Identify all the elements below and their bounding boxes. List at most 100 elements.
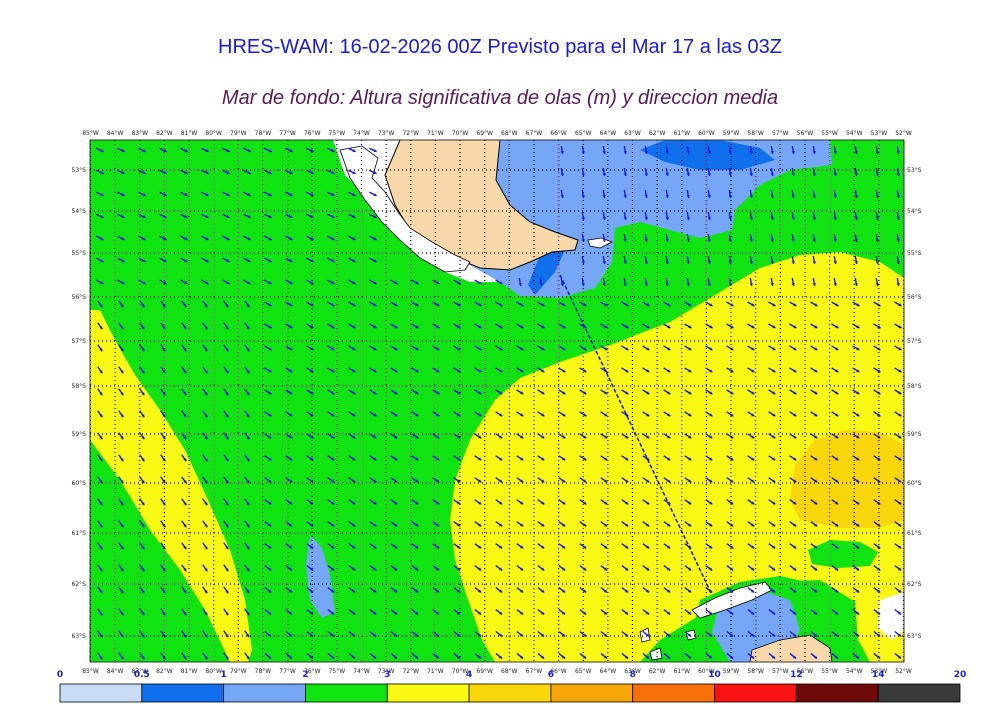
direction-arrow-head <box>121 193 125 197</box>
direction-arrow-head <box>330 611 335 615</box>
direction-arrow-head <box>835 303 839 307</box>
direction-arrow-head <box>247 171 251 175</box>
direction-arrow-head <box>331 545 335 549</box>
direction-arrow-head <box>225 392 229 396</box>
direction-arrow-head <box>561 655 566 659</box>
lon-label-top: 57°W <box>772 130 789 137</box>
direction-arrow-head <box>770 238 774 242</box>
direction-arrow-head <box>477 655 482 659</box>
lon-label-bottom: 77°W <box>279 668 296 675</box>
direction-arrow-head <box>898 413 902 417</box>
direction-arrow-head <box>393 633 398 637</box>
colorbar-swatch <box>795 683 879 703</box>
lon-label-bottom: 64°W <box>600 668 617 675</box>
direction-arrow-head <box>833 194 837 198</box>
direction-arrow-head <box>141 634 145 638</box>
direction-arrow-head <box>688 413 692 417</box>
direction-arrow-head <box>394 303 398 307</box>
direction-arrow-head <box>498 655 503 659</box>
direction-arrow-head <box>707 194 711 198</box>
direction-arrow-head <box>604 457 608 461</box>
map-frame <box>89 139 905 663</box>
direction-arrow-head <box>751 391 755 395</box>
field-05-1m-north <box>640 140 775 170</box>
colorbar-label: 4 <box>466 670 472 680</box>
direction-arrow-head <box>687 633 692 637</box>
direction-arrow-head <box>331 347 335 351</box>
direction-arrow-head <box>289 347 293 351</box>
direction-arrow-head <box>624 655 629 659</box>
direction-arrow-head <box>373 457 377 461</box>
direction-arrow-head <box>289 523 293 527</box>
direction-arrow-head <box>625 303 629 307</box>
direction-arrow-head <box>141 436 145 440</box>
colorbar-label: 3 <box>384 670 390 680</box>
direction-arrow-head <box>770 282 774 286</box>
direction-arrow-head <box>646 501 650 505</box>
lon-label-top: 84°W <box>107 130 124 137</box>
direction-arrow-head <box>246 436 250 440</box>
direction-arrow-head <box>877 457 881 461</box>
lon-label-top: 54°W <box>846 130 863 137</box>
direction-arrow-head <box>457 281 461 285</box>
direction-arrow-head <box>877 413 881 417</box>
direction-arrow-head <box>478 523 482 527</box>
direction-arrow-head <box>142 237 146 241</box>
direction-arrow-head <box>562 347 566 351</box>
direction-arrow-head <box>770 260 774 264</box>
direction-arrow-head <box>835 457 839 461</box>
direction-arrow-head <box>688 567 692 571</box>
direction-arrow-head <box>625 457 629 461</box>
direction-arrow-head <box>604 325 608 329</box>
direction-arrow-head <box>519 655 524 659</box>
direction-arrow-head <box>246 480 250 484</box>
direction-arrow-head <box>582 589 587 593</box>
direction-arrow-head <box>478 545 482 549</box>
direction-arrow-head <box>163 193 167 197</box>
direction-arrow-head <box>415 501 419 505</box>
direction-arrow-head <box>644 282 648 286</box>
direction-arrow-head <box>373 567 377 571</box>
direction-arrow-head <box>833 172 837 176</box>
direction-arrow-head <box>541 435 545 439</box>
direction-arrow-head <box>331 193 335 197</box>
direction-arrow-head <box>457 457 461 461</box>
direction-arrow-head <box>751 545 755 549</box>
direction-arrow-head <box>225 348 229 352</box>
direction-arrow-head <box>793 413 797 417</box>
colorbar-label: 12 <box>790 670 803 680</box>
direction-arrow-head <box>456 611 461 615</box>
direction-arrow-head <box>561 633 566 637</box>
direction-arrow-head <box>120 304 124 308</box>
direction-arrow-head <box>373 215 377 219</box>
direction-arrow-head <box>436 545 440 549</box>
direction-arrow-head <box>331 259 335 263</box>
direction-arrow-head <box>730 391 734 395</box>
direction-arrow-head <box>645 633 650 637</box>
direction-arrow-head <box>749 282 753 286</box>
direction-arrow-head <box>708 633 713 637</box>
direction-arrow-head <box>896 260 900 264</box>
direction-arrow-head <box>667 501 671 505</box>
direction-arrow-head <box>268 237 272 241</box>
direction-arrow-head <box>876 655 881 659</box>
direction-arrow-head <box>436 347 440 351</box>
direction-arrow-head <box>309 589 314 593</box>
direction-arrow-head <box>121 281 125 285</box>
direction-arrow-head <box>141 480 145 484</box>
direction-arrow-head <box>373 413 377 417</box>
direction-arrow-head <box>877 303 881 307</box>
direction-arrow-head <box>624 589 629 593</box>
direction-arrow-head <box>184 281 188 285</box>
direction-arrow-head <box>183 568 187 572</box>
direction-arrow-head <box>456 655 461 659</box>
direction-arrow-head <box>602 282 606 286</box>
direction-arrow-head <box>770 172 774 176</box>
direction-arrow-head <box>646 347 650 351</box>
direction-arrow-head <box>415 281 419 285</box>
direction-arrow-head <box>625 567 629 571</box>
direction-arrow-head <box>751 523 755 527</box>
lon-label-top: 64°W <box>600 130 617 137</box>
direction-arrow-head <box>646 567 650 571</box>
field-1-2m-west <box>306 535 335 618</box>
